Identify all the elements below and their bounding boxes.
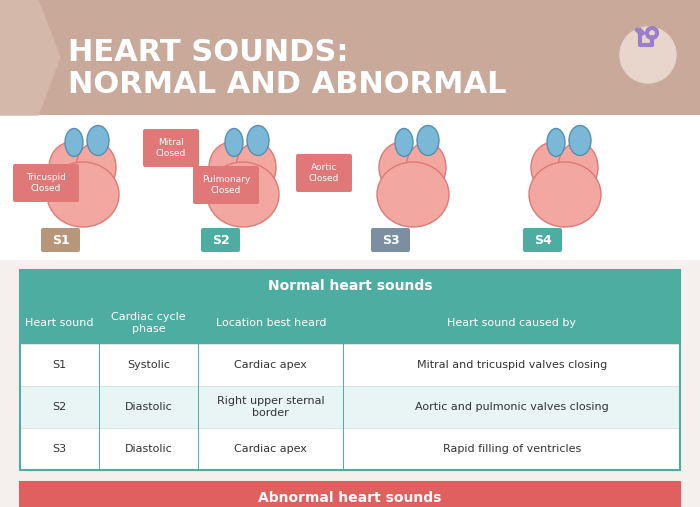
Text: Diastolic: Diastolic <box>125 402 173 412</box>
Text: HEART SOUNDS:: HEART SOUNDS: <box>68 38 349 67</box>
FancyBboxPatch shape <box>20 344 680 386</box>
Text: S3: S3 <box>52 444 66 454</box>
Text: S1: S1 <box>52 234 70 246</box>
Ellipse shape <box>406 142 446 193</box>
FancyBboxPatch shape <box>371 228 410 252</box>
Ellipse shape <box>65 128 83 157</box>
FancyBboxPatch shape <box>0 115 700 260</box>
Text: S1: S1 <box>52 360 66 370</box>
Text: Heart sound caused by: Heart sound caused by <box>447 318 576 328</box>
Text: Aortic and pulmonic valves closing: Aortic and pulmonic valves closing <box>415 402 608 412</box>
Ellipse shape <box>207 162 279 227</box>
Ellipse shape <box>76 142 116 193</box>
Ellipse shape <box>377 162 449 227</box>
FancyBboxPatch shape <box>193 166 259 204</box>
Text: Cardiac apex: Cardiac apex <box>234 360 307 370</box>
Text: Right upper sternal
border: Right upper sternal border <box>217 396 325 418</box>
Ellipse shape <box>209 142 251 193</box>
Text: Rapid filling of ventricles: Rapid filling of ventricles <box>442 444 581 454</box>
Text: S4: S4 <box>534 234 552 246</box>
Ellipse shape <box>531 142 573 193</box>
Ellipse shape <box>395 128 413 157</box>
FancyBboxPatch shape <box>20 302 680 344</box>
FancyBboxPatch shape <box>296 154 352 192</box>
Text: Pulmonary
Closed: Pulmonary Closed <box>202 175 250 195</box>
FancyBboxPatch shape <box>20 270 680 302</box>
Text: Heart sound: Heart sound <box>25 318 94 328</box>
Ellipse shape <box>529 162 601 227</box>
Ellipse shape <box>47 162 119 227</box>
Text: Cardiac cycle
phase: Cardiac cycle phase <box>111 312 186 334</box>
FancyBboxPatch shape <box>143 129 199 167</box>
FancyBboxPatch shape <box>20 482 680 507</box>
Text: S2: S2 <box>212 234 230 246</box>
Text: S2: S2 <box>52 402 66 412</box>
FancyBboxPatch shape <box>0 0 700 115</box>
Text: Cardiac apex: Cardiac apex <box>234 444 307 454</box>
Ellipse shape <box>417 126 439 156</box>
Ellipse shape <box>225 128 243 157</box>
Polygon shape <box>0 0 60 115</box>
Circle shape <box>620 27 676 83</box>
Ellipse shape <box>547 128 565 157</box>
Text: Systolic: Systolic <box>127 360 170 370</box>
Ellipse shape <box>247 126 269 156</box>
FancyBboxPatch shape <box>13 164 79 202</box>
Text: Diastolic: Diastolic <box>125 444 173 454</box>
Ellipse shape <box>49 142 91 193</box>
Text: Location best heard: Location best heard <box>216 318 326 328</box>
Text: Abnormal heart sounds: Abnormal heart sounds <box>258 491 442 505</box>
Ellipse shape <box>379 142 421 193</box>
Text: Mitral and tricuspid valves closing: Mitral and tricuspid valves closing <box>416 360 607 370</box>
Text: Mitral
Closed: Mitral Closed <box>156 138 186 158</box>
Text: Tricuspid
Closed: Tricuspid Closed <box>26 173 66 193</box>
Ellipse shape <box>236 142 276 193</box>
FancyBboxPatch shape <box>20 386 680 428</box>
FancyBboxPatch shape <box>523 228 562 252</box>
Text: NORMAL AND ABNORMAL: NORMAL AND ABNORMAL <box>68 70 507 99</box>
Ellipse shape <box>87 126 109 156</box>
FancyBboxPatch shape <box>41 228 80 252</box>
FancyBboxPatch shape <box>201 228 240 252</box>
Text: Aortic
Closed: Aortic Closed <box>309 163 340 183</box>
FancyBboxPatch shape <box>20 428 680 470</box>
Text: S3: S3 <box>382 234 400 246</box>
Text: Normal heart sounds: Normal heart sounds <box>267 279 433 293</box>
Ellipse shape <box>558 142 598 193</box>
Ellipse shape <box>569 126 591 156</box>
